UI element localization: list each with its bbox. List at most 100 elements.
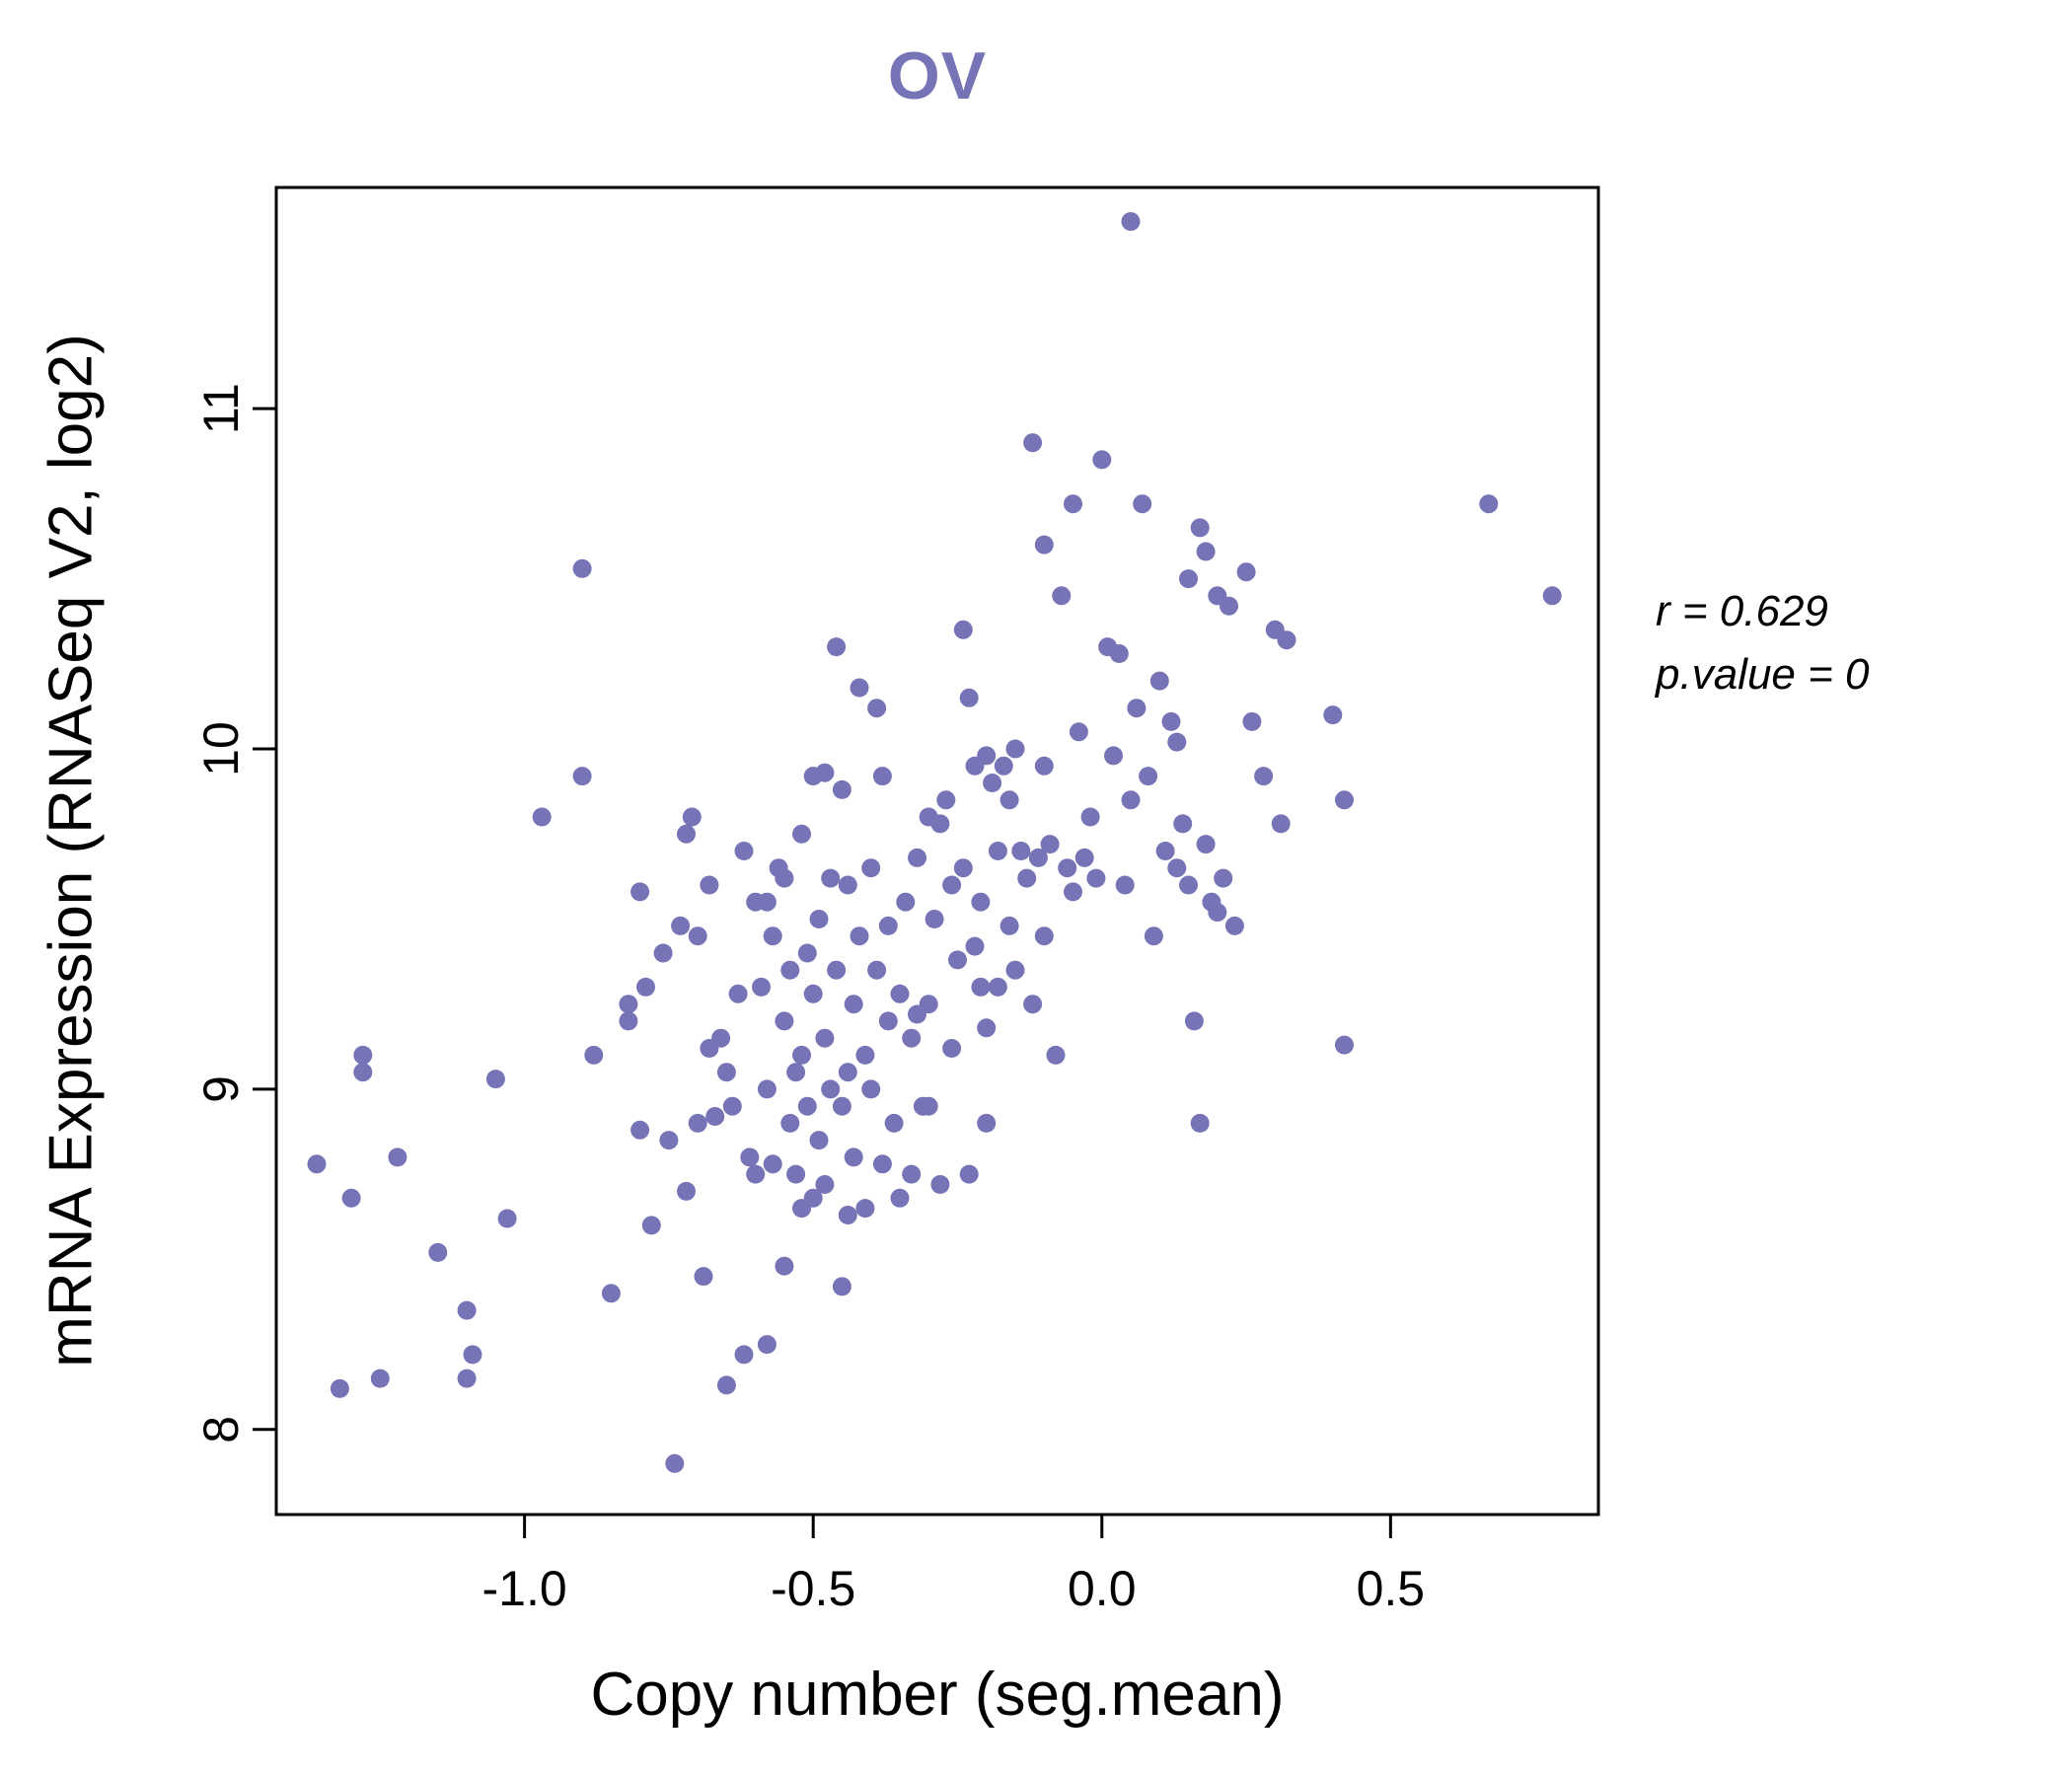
data-point [867,699,887,718]
plot-title: OV [887,38,988,113]
data-point [728,984,748,1003]
data-point [722,1096,742,1116]
data-point [1133,494,1152,514]
x-tick-label: -0.5 [771,1561,855,1616]
data-point [1092,450,1112,470]
data-point [1196,835,1216,854]
data-point [677,1181,696,1201]
data-point [1064,494,1082,514]
data-point [370,1369,390,1388]
data-point [775,1256,794,1276]
data-point [330,1378,349,1398]
data-point [977,1018,997,1038]
data-point [999,790,1019,810]
data-point [705,1107,725,1126]
data-point [1144,926,1163,946]
data-point [936,790,956,810]
data-point [1074,848,1094,867]
data-point [792,1045,811,1065]
data-point [1040,835,1060,854]
data-point [1017,868,1037,888]
data-point [1335,790,1354,810]
data-point [1335,1035,1354,1055]
data-point [878,916,898,935]
data-point [809,1131,829,1150]
data-point [601,1284,621,1303]
data-point [850,678,869,698]
data-point [584,1045,604,1065]
data-point [485,1070,505,1089]
data-point [977,1113,997,1133]
data-point [890,1188,910,1208]
data-point [1196,542,1216,561]
y-axis-label: mRNA Expression (RNASeq V2, log2) [37,333,106,1368]
data-point [630,882,650,902]
correlation-annotation: r = 0.629 p.value = 0 [1656,580,1870,706]
data-point [1034,756,1054,776]
data-point [1052,586,1072,606]
data-point [659,1131,679,1150]
data-point [457,1369,477,1388]
data-point [572,558,592,578]
data-point [671,916,691,935]
data-point [919,1096,938,1116]
data-point [1069,722,1088,742]
data-point [1109,644,1129,663]
data-point [463,1345,482,1365]
data-point [641,1216,661,1235]
data-point [821,868,841,888]
data-point [688,1113,707,1133]
x-axis-label: Copy number (seg.mean) [590,1661,1285,1729]
data-point [809,910,829,928]
data-point [1208,903,1227,923]
x-tick-label: 0.5 [1357,1561,1426,1616]
data-point [1220,596,1238,616]
data-point [925,910,944,928]
data-point [677,824,696,844]
data-point [1104,746,1123,766]
data-point [341,1188,361,1208]
data-point [775,1011,794,1031]
data-point [497,1209,517,1228]
data-point [1179,875,1198,895]
data-point [1023,433,1043,453]
data-point [1058,858,1077,878]
data-point [619,1011,638,1031]
data-point [1064,882,1082,902]
data-point [971,977,991,997]
data-point [1115,875,1135,895]
data-point [1184,1011,1204,1031]
data-point [1242,711,1262,731]
data-point [1023,995,1043,1014]
data-point [1011,842,1031,860]
data-point [636,977,655,997]
data-point [694,1267,713,1287]
data-point [953,858,973,878]
data-point [682,807,702,827]
data-point [815,1028,835,1048]
data-point [838,1063,857,1082]
p-value-text: p.value = 0 [1656,649,1870,699]
data-point [1254,767,1274,786]
data-point [1190,518,1210,538]
axis-ticks: -1.0 -0.5 0.0 0.5 8 9 10 11 [193,383,1425,1616]
data-point [688,926,707,946]
data-point [457,1300,477,1320]
data-point [1034,535,1054,555]
r-value-text: r = 0.629 [1656,587,1828,635]
data-point [965,936,985,956]
data-point [815,763,835,782]
data-point [353,1063,373,1082]
data-point [948,950,967,970]
data-point [844,995,863,1014]
data-point [1179,569,1198,589]
data-point [1080,807,1100,827]
x-tick-label: -1.0 [482,1561,567,1616]
y-tick-label: 11 [193,383,249,434]
data-point [775,868,794,888]
data-point [988,977,1007,997]
data-point [1121,212,1141,231]
data-point [988,842,1007,860]
data-point [821,1079,841,1099]
